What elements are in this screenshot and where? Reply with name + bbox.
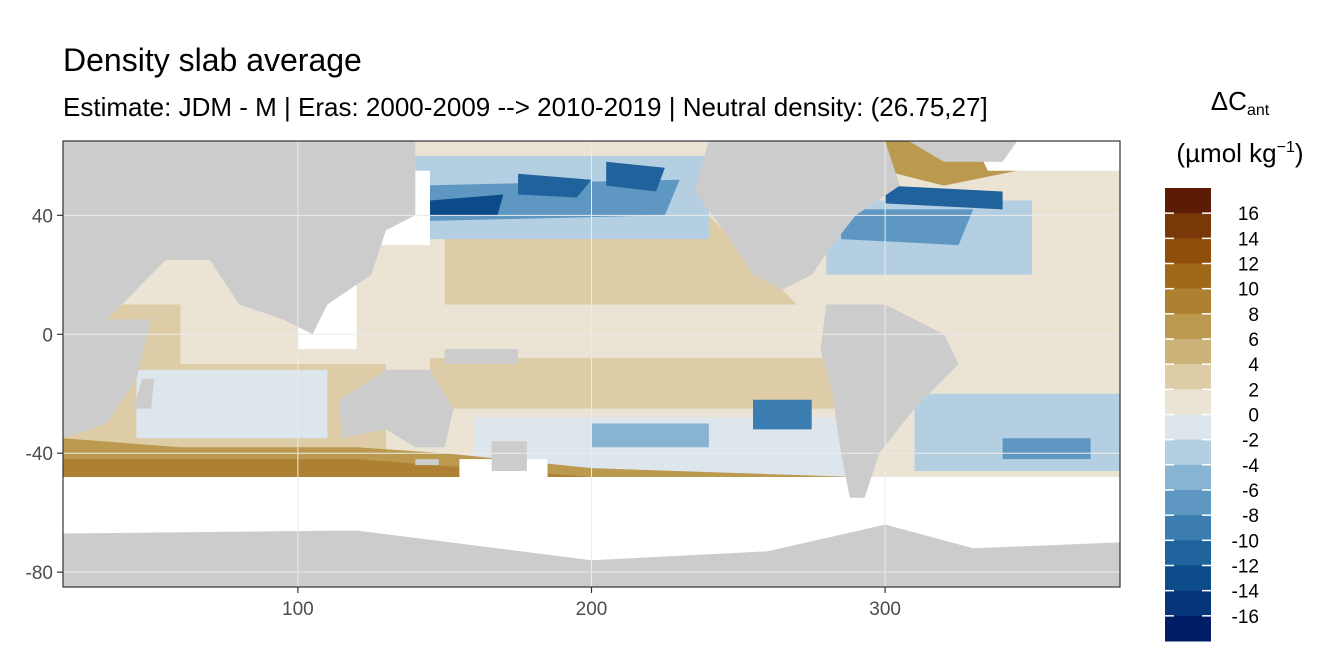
legend-label: -16	[1232, 607, 1259, 628]
greenland-land	[908, 141, 1018, 162]
legend-swatch	[1165, 590, 1211, 617]
legend-swatch	[1165, 540, 1211, 566]
south-atlantic-core	[1002, 438, 1091, 460]
legend-swatch	[1165, 490, 1211, 516]
y-tick-label: -40	[26, 444, 53, 465]
x-tick-label: 300	[869, 599, 901, 620]
south-america-land	[820, 304, 959, 498]
new-zealand-land	[491, 441, 527, 471]
legend-colorbar: 16 14 12 10 8 6 4 2 0 -2 -4 -6 -8 -10 -12 -14 -16	[1165, 188, 1259, 642]
legend-label: -8	[1242, 506, 1259, 527]
legend-label: 14	[1238, 229, 1260, 250]
legend-label: -4	[1242, 456, 1259, 477]
legend-swatch	[1165, 238, 1211, 264]
legend-label: -2	[1242, 431, 1259, 452]
legend-unit: (µmol kg−1)	[1176, 138, 1304, 168]
australia-land	[339, 369, 454, 448]
legend-title: ΔCant	[1210, 86, 1270, 119]
map-panel	[63, 141, 1120, 587]
legend-swatch	[1165, 565, 1211, 592]
legend-swatch	[1165, 615, 1211, 642]
legend-swatch	[1165, 364, 1211, 390]
legend-label: 16	[1238, 204, 1259, 225]
madagascar-land	[133, 378, 154, 409]
legend-label: 8	[1248, 305, 1259, 326]
gridlines	[63, 141, 1120, 587]
chart-title: Density slab average	[63, 42, 362, 78]
legend-swatch	[1165, 213, 1211, 239]
legend-label: -12	[1232, 557, 1259, 578]
south-pacific-eddy-2	[591, 423, 709, 448]
legend-swatch	[1165, 439, 1211, 466]
north-atlantic-band	[885, 185, 1003, 210]
legend-label: 6	[1248, 330, 1259, 351]
legend-label: -10	[1232, 531, 1259, 552]
chart-subtitle: Estimate: JDM - M | Eras: 2000-2009 --> …	[63, 92, 988, 122]
south-atlantic	[914, 393, 1120, 471]
legend-label: 0	[1248, 406, 1259, 427]
kuroshio-core	[430, 194, 504, 216]
tasmania-land	[415, 459, 439, 466]
legend-swatch	[1165, 313, 1211, 340]
y-tick-label: 40	[32, 206, 53, 227]
antarctica-land	[63, 524, 1120, 587]
eurasia-land	[63, 141, 416, 335]
south-pacific-eddy	[753, 399, 812, 430]
indian-central	[136, 369, 328, 439]
legend-swatch	[1165, 339, 1211, 365]
legend-label: 12	[1238, 255, 1259, 276]
y-axis: 40 0 -40 -80	[26, 206, 63, 584]
legend-label: -6	[1242, 481, 1259, 502]
legend-swatch	[1165, 263, 1211, 290]
papua-land	[444, 349, 519, 364]
legend-label: 10	[1238, 280, 1259, 301]
land-masses	[63, 141, 1120, 587]
x-tick-label: 100	[282, 599, 314, 620]
north-pacific-core-2	[606, 161, 665, 192]
legend-label: 2	[1248, 380, 1259, 401]
legend-label: -14	[1232, 582, 1260, 603]
south-pacific-subtropical	[430, 358, 842, 409]
y-tick-label: 0	[42, 325, 53, 346]
legend-label: 4	[1248, 355, 1259, 376]
legend-swatch	[1165, 515, 1211, 541]
legend-swatch	[1165, 389, 1211, 415]
x-axis: 100 200 300	[282, 587, 901, 620]
north-pacific-core-1	[518, 173, 592, 198]
north-atlantic-core	[841, 209, 974, 246]
legend-swatch	[1165, 188, 1211, 214]
legend-swatch	[1165, 288, 1211, 315]
y-tick-label: -80	[26, 563, 53, 584]
legend-swatch	[1165, 414, 1211, 441]
legend-swatch	[1165, 464, 1211, 491]
x-tick-label: 200	[576, 599, 608, 620]
africa-land	[63, 319, 152, 439]
